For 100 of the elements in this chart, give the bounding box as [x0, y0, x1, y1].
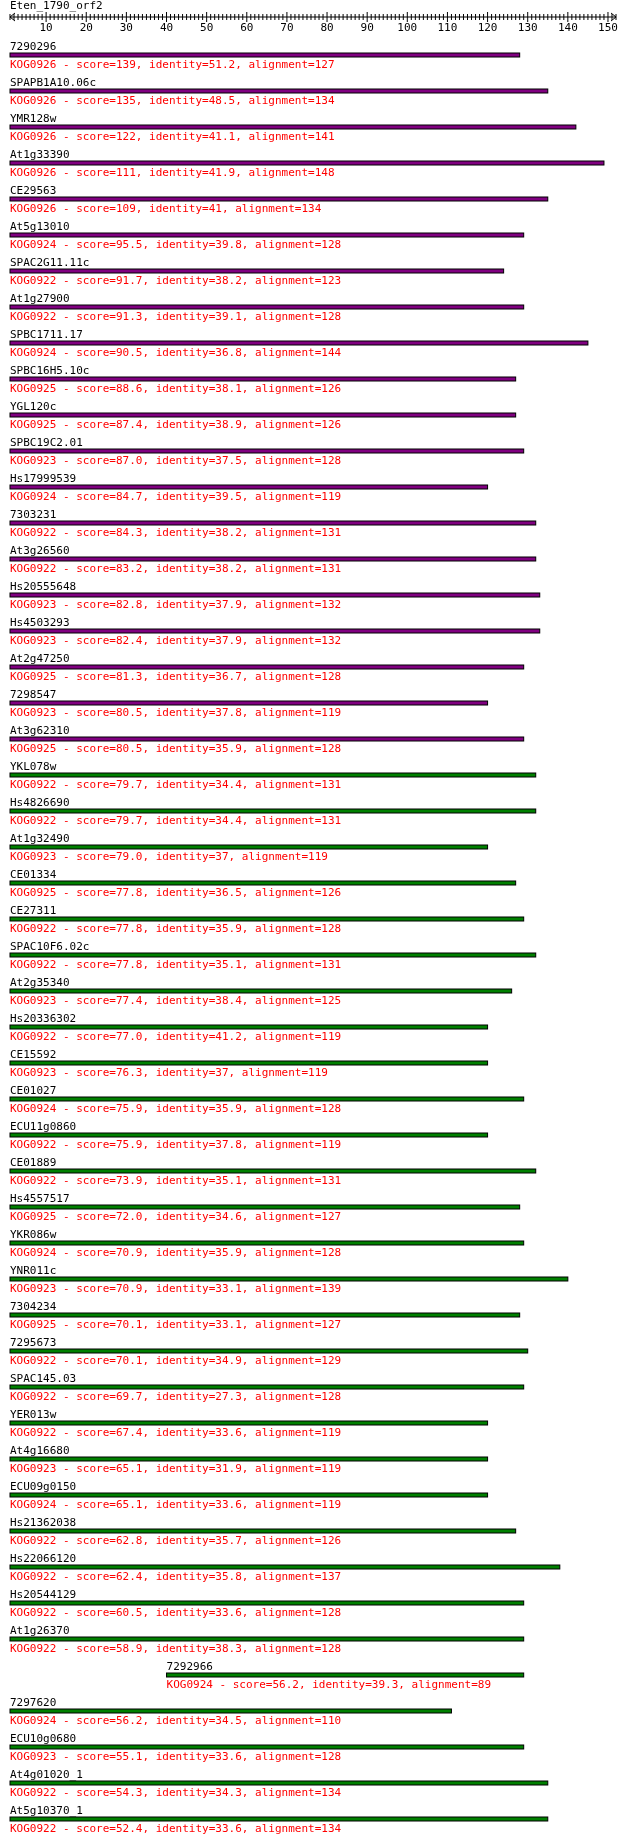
y-tick-label: SPAPB1A10.06c	[10, 76, 97, 89]
y-tick-label: 7290296	[10, 40, 57, 53]
annotation: KOG0923 - score=70.9, identity=33.1, alignment=139	[10, 1282, 342, 1295]
annotation: KOG0922 - score=62.8, identity=35.7, alignment=126	[10, 1534, 342, 1547]
bar	[9, 1132, 489, 1138]
bar	[9, 52, 521, 58]
y-tick-label: At4g16680	[10, 1444, 70, 1457]
annotation: KOG0926 - score=139, identity=51.2, alignment=127	[10, 58, 335, 71]
bar	[9, 664, 525, 670]
y-tick-label: CE01889	[10, 1156, 57, 1169]
annotation: KOG0922 - score=77.0, identity=41.2, alignment=119	[10, 1030, 342, 1043]
y-tick-label: 7303231	[10, 508, 57, 521]
bar	[9, 196, 549, 202]
x-tick-label: 70	[280, 21, 294, 34]
annotation: KOG0926 - score=135, identity=48.5, alignment=134	[10, 94, 335, 107]
bar	[9, 556, 537, 562]
y-tick-label: 7295673	[10, 1336, 57, 1349]
bar	[9, 448, 525, 454]
bar	[9, 880, 517, 886]
annotation: KOG0923 - score=55.1, identity=33.6, alignment=128	[10, 1750, 342, 1763]
y-tick-label: Hs4503293	[10, 616, 70, 629]
y-tick-label: Hs20336302	[10, 1012, 77, 1025]
y-tick-label: SPAC10F6.02c	[10, 940, 90, 953]
x-tick-label: 20	[79, 21, 93, 34]
annotation: KOG0922 - score=73.9, identity=35.1, alignment=131	[10, 1174, 342, 1187]
y-tick-label: Hs20544129	[10, 1588, 77, 1601]
annotation: KOG0922 - score=58.9, identity=38.3, alignment=128	[10, 1642, 342, 1655]
annotation: KOG0924 - score=75.9, identity=35.9, alignment=128	[10, 1102, 342, 1115]
bar	[9, 232, 525, 238]
bar	[9, 844, 489, 850]
bar	[9, 1780, 549, 1786]
y-tick-label: 7304234	[10, 1300, 57, 1313]
y-tick-label: CE15592	[10, 1048, 57, 1061]
x-tick-label: 130	[517, 21, 538, 34]
annotation: KOG0924 - score=56.2, identity=34.5, alignment=110	[10, 1714, 342, 1727]
bar	[9, 1240, 525, 1246]
bar	[9, 484, 489, 490]
bar	[9, 700, 489, 706]
bar	[9, 988, 513, 994]
bar	[9, 736, 525, 742]
y-tick-label: SPBC16H5.10c	[10, 364, 90, 377]
annotation: KOG0922 - score=67.4, identity=33.6, alignment=119	[10, 1426, 342, 1439]
bar	[9, 1384, 525, 1390]
y-tick-label: At2g47250	[10, 652, 70, 665]
y-tick-label: Hs17999539	[10, 472, 77, 485]
annotation: KOG0924 - score=56.2, identity=39.3, alignment=89	[166, 1678, 492, 1691]
annotation: KOG0926 - score=111, identity=41.9, alignment=148	[10, 166, 335, 179]
y-tick-label: SPBC1711.17	[10, 328, 83, 341]
y-tick-label: Hs20555648	[10, 580, 77, 593]
annotation: KOG0922 - score=91.3, identity=39.1, alignment=128	[10, 310, 342, 323]
bar	[9, 1600, 525, 1606]
bar	[9, 808, 537, 814]
bar	[9, 952, 537, 958]
bar	[9, 1492, 489, 1498]
annotation: KOG0922 - score=54.3, identity=34.3, alignment=134	[10, 1786, 342, 1799]
bar	[9, 88, 549, 94]
bar	[9, 772, 537, 778]
annotation: KOG0922 - score=52.4, identity=33.6, alignment=134	[10, 1822, 342, 1835]
y-tick-label: At3g26560	[10, 544, 70, 557]
bar	[9, 268, 505, 274]
x-tick-label: 30	[119, 21, 134, 34]
x-tick-label: 80	[320, 21, 334, 34]
bar	[9, 1060, 489, 1066]
annotation: KOG0923 - score=87.0, identity=37.5, alignment=128	[10, 454, 342, 467]
y-tick-label: At2g35340	[10, 976, 70, 989]
y-tick-label: 7297620	[10, 1696, 57, 1709]
annotation: KOG0922 - score=77.8, identity=35.9, alignment=128	[10, 922, 342, 935]
bar	[9, 340, 589, 346]
y-tick-label: At1g27900	[10, 292, 70, 305]
bar	[9, 1276, 569, 1282]
annotation: KOG0923 - score=82.8, identity=37.9, alignment=132	[10, 598, 342, 611]
bar	[9, 1096, 525, 1102]
y-tick-label: SPBC19C2.01	[10, 436, 83, 449]
x-tick-label: 150	[598, 21, 618, 34]
annotation: KOG0922 - score=84.3, identity=38.2, alignment=131	[10, 526, 342, 539]
y-tick-label: CE29563	[10, 184, 57, 197]
bar	[9, 1168, 537, 1174]
x-tick-label: 60	[240, 21, 254, 34]
annotation: KOG0925 - score=87.4, identity=38.9, alignment=126	[10, 418, 342, 431]
bar	[9, 1420, 489, 1426]
annotation: KOG0924 - score=90.5, identity=36.8, alignment=144	[10, 346, 342, 359]
y-tick-label: 7292966	[166, 1660, 213, 1673]
bar	[9, 412, 517, 418]
annotation: KOG0922 - score=62.4, identity=35.8, alignment=137	[10, 1570, 342, 1583]
bar	[9, 1564, 561, 1570]
y-tick-label: Hs4826690	[10, 796, 70, 809]
annotation: KOG0924 - score=65.1, identity=33.6, alignment=119	[10, 1498, 342, 1511]
bar	[9, 304, 525, 310]
bar	[9, 1528, 517, 1534]
annotation: KOG0924 - score=95.5, identity=39.8, alignment=128	[10, 238, 342, 251]
annotation: KOG0925 - score=70.1, identity=33.1, alignment=127	[10, 1318, 342, 1331]
y-tick-label: Hs21362038	[10, 1516, 77, 1529]
x-tick-label: 10	[39, 21, 53, 34]
annotation: KOG0924 - score=70.9, identity=35.9, alignment=128	[10, 1246, 342, 1259]
annotation: KOG0925 - score=77.8, identity=36.5, alignment=126	[10, 886, 342, 899]
bar	[9, 628, 541, 634]
bar	[166, 1672, 525, 1678]
annotation: KOG0923 - score=76.3, identity=37, alignment=119	[10, 1066, 328, 1079]
y-tick-label: At4g01020_1	[10, 1768, 83, 1781]
annotation: KOG0922 - score=77.8, identity=35.1, alignment=131	[10, 958, 342, 971]
